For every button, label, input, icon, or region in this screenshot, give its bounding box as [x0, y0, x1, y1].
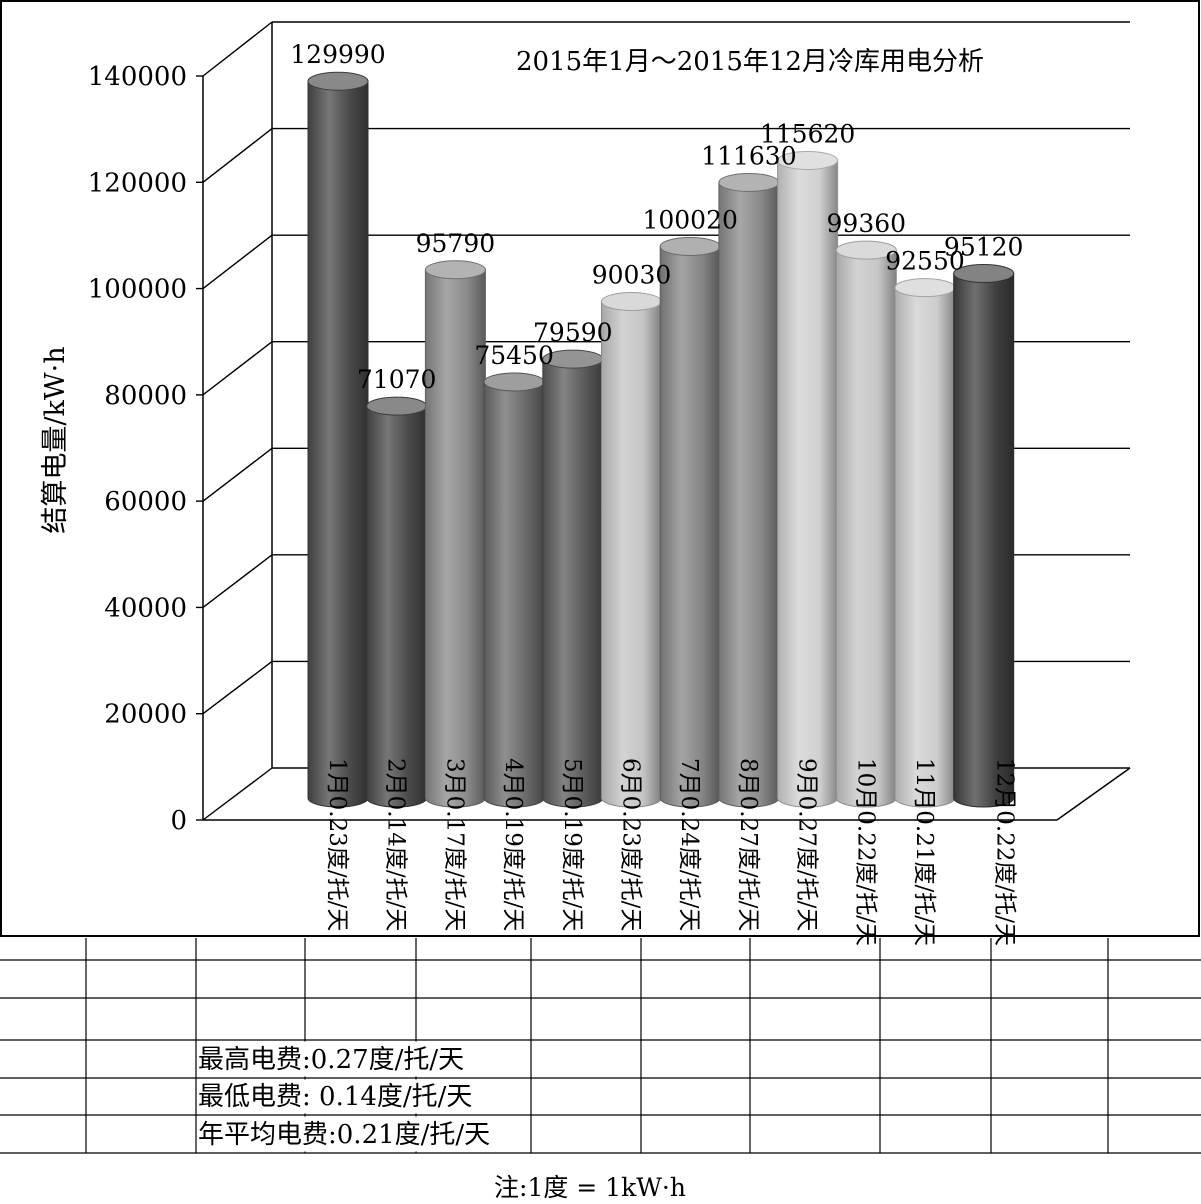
gridline-diag [202, 660, 273, 715]
y-tick-label: 100000 [88, 275, 187, 305]
x-tick-label: 9月0.27度/托/天 [794, 758, 820, 931]
x-tick-label: 7月0.24度/托/天 [676, 758, 702, 931]
bar [894, 287, 956, 808]
note-min-fee: 最低电费: 0.14度/托/天 [198, 1082, 472, 1112]
value-label: 79590 [533, 318, 613, 347]
bar-top [366, 396, 428, 416]
gridline-diag [202, 128, 273, 183]
x-tick-label: 1月0.23度/托/天 [324, 758, 350, 931]
bar-top [894, 278, 956, 298]
bar-top [718, 172, 780, 192]
y-tick-label: 0 [170, 806, 187, 836]
bar-top [835, 240, 897, 260]
bar [542, 358, 604, 808]
gridline-diag [202, 767, 273, 821]
x-tick-label: 10月0.22度/托/天 [852, 758, 878, 946]
value-label: 95790 [416, 229, 496, 258]
gridline-diag [202, 234, 273, 290]
bar [659, 245, 721, 808]
y-tick-label: 20000 [104, 700, 187, 730]
gridline-diag [202, 447, 273, 502]
y-tick-label: 120000 [88, 168, 187, 198]
x-tick-label: 5月0.19度/托/天 [559, 758, 585, 931]
bar-top [307, 71, 369, 91]
bar [483, 381, 545, 808]
gridline-diag [202, 341, 273, 396]
bar [307, 80, 369, 808]
bar-top [777, 150, 839, 170]
value-label: 92550 [885, 247, 965, 276]
value-label: 75450 [474, 341, 554, 370]
gridline-diag [202, 21, 273, 77]
bar [718, 181, 780, 808]
bar [601, 301, 662, 808]
value-label: 99360 [827, 209, 907, 238]
y-tick-label: 80000 [104, 381, 187, 411]
y-axis-ticks: 0 20000 40000 60000 80000 100000 120000 140000 [88, 62, 203, 836]
bar [366, 405, 428, 808]
bar [777, 159, 839, 808]
bar-top [601, 292, 662, 312]
x-axis-labels: 1月0.23度/托/天 2月0.14度/托/天 3月0.17度/托/天 4月0.19度… [324, 758, 1018, 946]
note-cell [200, 1041, 529, 1077]
x-tick-label: 4月0.19度/托/天 [500, 758, 526, 931]
bar-top [483, 372, 545, 392]
note-avg-fee: 年平均电费:0.21度/托/天 [198, 1120, 490, 1150]
bar-top [659, 236, 721, 256]
bar [953, 272, 1015, 808]
y-axis-label: 结算电量/kW·h [40, 346, 71, 533]
chart-title: 2015年1月～2015年12月冷库用电分析 [516, 47, 984, 77]
y-tick-label: 60000 [104, 487, 187, 517]
notes-table [0, 938, 1201, 1154]
value-label: 90030 [592, 261, 672, 290]
value-label: 111630 [701, 141, 796, 170]
y-tick-label: 40000 [104, 593, 187, 623]
bar [835, 249, 897, 808]
note-max-fee: 最高电费:0.27度/托/天 [198, 1045, 464, 1075]
chart-walls [202, 22, 1131, 821]
footnote: 注:1度 = 1kW·h [494, 1173, 686, 1202]
value-label: 95120 [944, 232, 1024, 261]
value-label: 100020 [642, 205, 737, 234]
bar-top [953, 263, 1015, 283]
x-tick-label: 8月0.27度/托/天 [735, 758, 761, 931]
bars [307, 71, 1015, 808]
y-tick-label: 140000 [88, 62, 187, 92]
x-tick-label: 11月0.21度/托/天 [911, 758, 937, 946]
value-label: 71070 [357, 365, 437, 394]
x-tick-label: 12月0.22度/托/天 [992, 758, 1018, 946]
bar-top [424, 260, 486, 280]
note-cell [200, 1116, 529, 1152]
x-tick-label: 2月0.14度/托/天 [383, 758, 409, 931]
value-label: 129990 [290, 40, 385, 69]
value-label: 115620 [760, 119, 855, 148]
x-tick-label: 3月0.17度/托/天 [441, 758, 467, 931]
chart-border [0, 0, 1200, 937]
note-cell [200, 1079, 529, 1114]
gridline-diag [202, 554, 273, 608]
x-tick-label: 6月0.23度/托/天 [618, 758, 644, 931]
